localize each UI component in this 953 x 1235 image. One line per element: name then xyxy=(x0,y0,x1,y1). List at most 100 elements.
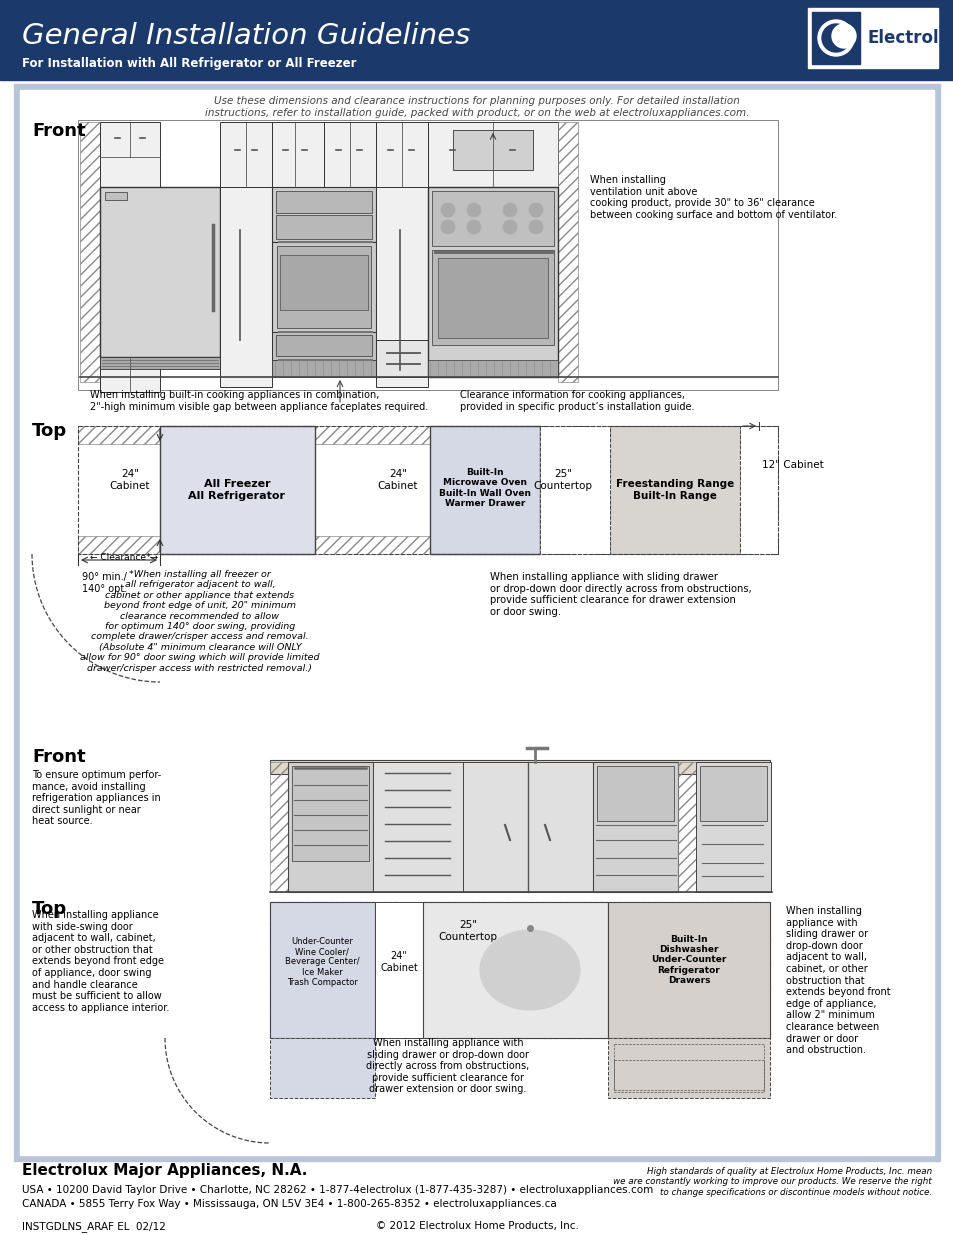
Bar xyxy=(811,12,859,64)
Circle shape xyxy=(502,203,517,217)
Circle shape xyxy=(440,220,455,233)
Text: When installing appliance with
sliding drawer or drop-down door
directly across : When installing appliance with sliding d… xyxy=(366,1037,529,1094)
Bar xyxy=(453,130,533,170)
Bar xyxy=(276,246,371,329)
Text: Electrolux: Electrolux xyxy=(867,28,953,47)
Bar xyxy=(292,766,369,861)
Bar xyxy=(275,335,372,356)
Bar xyxy=(288,762,373,892)
Bar xyxy=(597,766,673,821)
Bar xyxy=(78,120,778,390)
Text: Electrolux Major Appliances, N.A.: Electrolux Major Appliances, N.A. xyxy=(22,1163,307,1178)
Bar xyxy=(272,122,324,186)
Text: instructions, refer to installation guide, packed with product, or on the web at: instructions, refer to installation guid… xyxy=(205,107,748,119)
Text: *When installing all freezer or
all refrigerator adjacent to wall,
cabinet or ot: *When installing all freezer or all refr… xyxy=(80,571,319,673)
Bar xyxy=(78,536,778,555)
Text: Clearance information for cooking appliances,
provided in specific product’s ins: Clearance information for cooking applia… xyxy=(459,390,694,411)
Bar xyxy=(275,191,372,212)
Text: To ensure optimum perfor-
mance, avoid installing
refrigeration appliances in
di: To ensure optimum perfor- mance, avoid i… xyxy=(32,769,161,826)
Bar xyxy=(432,191,554,246)
Bar xyxy=(272,359,375,377)
Text: When installing appliance with sliding drawer
or drop-down door directly across : When installing appliance with sliding d… xyxy=(490,572,751,616)
Circle shape xyxy=(440,203,455,217)
Circle shape xyxy=(467,203,480,217)
Bar xyxy=(270,1037,375,1098)
Text: Use these dimensions and clearance instructions for planning purposes only. For : Use these dimensions and clearance instr… xyxy=(213,96,740,106)
Bar xyxy=(100,357,160,391)
Text: Top: Top xyxy=(32,900,67,918)
Text: CANADA • 5855 Terry Fox Way • Mississauga, ON L5V 3E4 • 1-800-265-8352 • electro: CANADA • 5855 Terry Fox Way • Mississaug… xyxy=(22,1199,557,1209)
Text: © 2012 Electrolux Home Products, Inc.: © 2012 Electrolux Home Products, Inc. xyxy=(375,1221,578,1231)
Bar xyxy=(270,902,769,920)
Bar xyxy=(607,1037,769,1098)
Text: When installing
appliance with
sliding drawer or
drop-down door
adjacent to wall: When installing appliance with sliding d… xyxy=(785,906,890,1055)
Text: Built-In
Microwave Oven
Built-In Wall Oven
Warmer Drawer: Built-In Microwave Oven Built-In Wall Ov… xyxy=(438,468,531,508)
Text: Front: Front xyxy=(32,122,86,140)
Text: USA • 10200 David Taylor Drive • Charlotte, NC 28262 • 1-877-4electrolux (1-877-: USA • 10200 David Taylor Drive • Charlot… xyxy=(22,1186,653,1195)
Bar xyxy=(0,0,953,80)
Circle shape xyxy=(821,23,849,52)
Bar xyxy=(607,902,769,1037)
Bar xyxy=(78,426,778,445)
Text: 24"
Cabinet: 24" Cabinet xyxy=(110,469,150,490)
Text: Top: Top xyxy=(32,422,67,440)
Bar xyxy=(593,762,678,892)
Text: Under-Counter
Wine Cooler/
Beverage Center/
Ice Maker
Trash Compactor: Under-Counter Wine Cooler/ Beverage Cent… xyxy=(284,936,359,987)
Bar xyxy=(432,249,554,345)
Bar xyxy=(280,254,368,310)
Bar xyxy=(220,122,272,186)
Ellipse shape xyxy=(479,930,579,1010)
Text: General Installation Guidelines: General Installation Guidelines xyxy=(22,22,470,49)
Bar xyxy=(609,426,740,555)
Bar xyxy=(614,1044,763,1092)
Bar xyxy=(428,186,558,377)
Bar xyxy=(696,762,770,892)
Text: 90° min./
140° opt.: 90° min./ 140° opt. xyxy=(82,572,127,594)
Bar xyxy=(270,760,769,774)
Bar xyxy=(220,186,272,387)
Bar xyxy=(807,7,937,68)
Circle shape xyxy=(502,220,517,233)
Circle shape xyxy=(831,23,855,48)
Text: 24"
Cabinet: 24" Cabinet xyxy=(379,951,417,973)
Bar xyxy=(270,902,769,1037)
Bar xyxy=(14,84,939,1161)
Circle shape xyxy=(817,20,853,56)
Bar xyxy=(373,762,462,892)
Text: 12" Cabinet: 12" Cabinet xyxy=(761,459,822,471)
Text: Freestanding Range
Built-In Range: Freestanding Range Built-In Range xyxy=(616,479,734,501)
Text: Front: Front xyxy=(32,748,86,766)
Text: Built-In
Dishwasher
Under-Counter
Refrigerator
Drawers: Built-In Dishwasher Under-Counter Refrig… xyxy=(651,935,726,986)
Circle shape xyxy=(467,220,480,233)
Bar xyxy=(270,1020,769,1037)
Bar xyxy=(375,902,422,1037)
Bar xyxy=(700,766,766,821)
Bar xyxy=(558,122,578,382)
Bar xyxy=(20,90,933,1155)
Bar xyxy=(324,122,375,186)
Bar xyxy=(422,902,607,1037)
Bar xyxy=(428,122,558,186)
Bar xyxy=(78,426,778,555)
Circle shape xyxy=(529,220,542,233)
Text: 25"
Countertop: 25" Countertop xyxy=(438,920,497,941)
Bar xyxy=(275,215,372,240)
Bar xyxy=(462,762,593,892)
Bar xyxy=(272,332,375,359)
Text: When installing built-in cooking appliances in combination,
2"-high minimum visi: When installing built-in cooking applian… xyxy=(90,390,428,411)
Circle shape xyxy=(529,203,542,217)
Text: INSTGDLNS_ARAF EL  02/12: INSTGDLNS_ARAF EL 02/12 xyxy=(22,1221,166,1231)
Bar xyxy=(375,340,428,377)
Bar xyxy=(430,426,539,555)
Bar xyxy=(80,122,100,382)
Bar xyxy=(160,426,314,555)
Bar xyxy=(272,186,375,242)
Bar xyxy=(272,242,375,332)
Bar xyxy=(428,359,558,377)
Text: When installing appliance
with side-swing door
adjacent to wall, cabinet,
or oth: When installing appliance with side-swin… xyxy=(32,910,170,1013)
Text: For Installation with All Refrigerator or All Freezer: For Installation with All Refrigerator o… xyxy=(22,57,356,70)
Text: When installing
ventilation unit above
cooking product, provide 30" to 36" clear: When installing ventilation unit above c… xyxy=(589,175,837,220)
Bar xyxy=(614,1060,763,1091)
Text: ← Clearance*→: ← Clearance*→ xyxy=(90,553,158,562)
Bar xyxy=(100,122,160,186)
